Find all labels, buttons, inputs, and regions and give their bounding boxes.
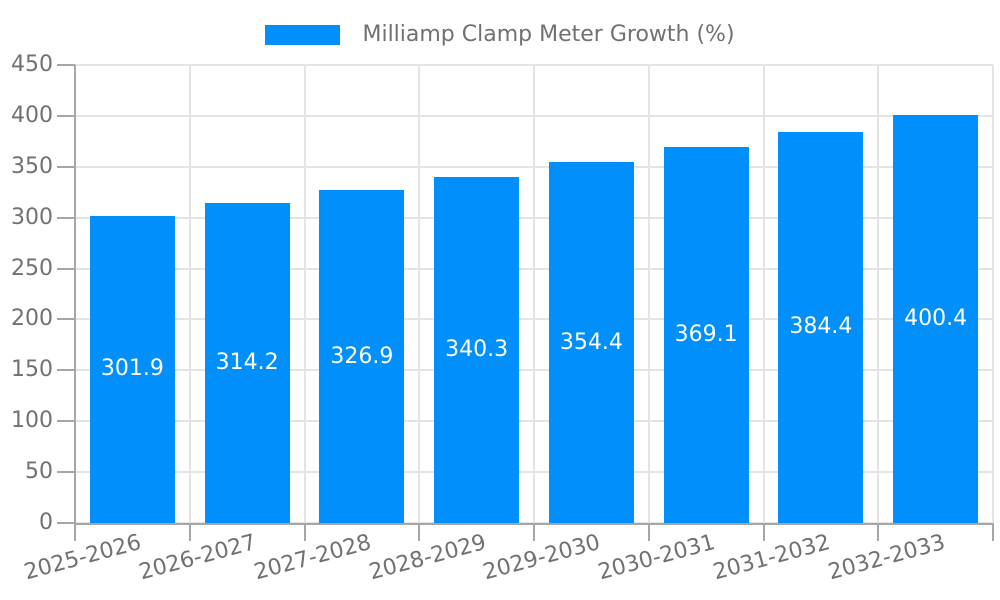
x-gridline	[418, 65, 421, 523]
x-gridline	[647, 65, 650, 523]
y-tick-label: 450	[11, 52, 53, 77]
bar: 369.1	[663, 147, 749, 523]
bar: 400.4	[893, 115, 979, 523]
y-tick	[57, 471, 75, 474]
y-tick-label: 400	[11, 102, 53, 128]
x-tick	[877, 523, 880, 541]
x-gridline	[303, 65, 306, 523]
x-tick-label: 2032-2033	[825, 530, 948, 586]
x-tick-label: 2026-2027	[136, 530, 260, 586]
bar-value-label: 301.9	[100, 356, 164, 382]
y-tick	[57, 318, 75, 321]
x-axis-line	[74, 523, 994, 525]
legend-swatch	[265, 25, 341, 45]
y-tick-label: 200	[11, 306, 53, 332]
y-tick-label: 350	[11, 153, 53, 179]
y-tick-label: 100	[11, 408, 53, 434]
bar: 340.3	[434, 176, 520, 523]
x-gridline	[188, 65, 191, 523]
y-tick-label: 150	[11, 357, 53, 383]
bar: 301.9	[89, 215, 175, 523]
legend: Milliamp Clamp Meter Growth (%)	[0, 22, 1000, 48]
bar-value-label: 400.4	[904, 306, 968, 332]
x-tick	[303, 523, 306, 541]
y-tick	[57, 267, 75, 270]
bar-value-label: 314.2	[215, 350, 279, 376]
x-gridline	[992, 65, 994, 523]
y-tick-label: 250	[11, 255, 53, 281]
y-axis-line	[74, 65, 76, 524]
bar: 384.4	[778, 131, 864, 523]
x-tick-label: 2029-2030	[481, 530, 604, 586]
y-tick-label: 0	[39, 510, 53, 535]
y-tick	[57, 114, 75, 117]
x-tick	[188, 523, 191, 541]
y-tick	[57, 64, 75, 66]
x-tick	[647, 523, 650, 541]
x-tick	[74, 523, 76, 541]
y-tick	[57, 420, 75, 423]
bar-value-label: 354.4	[559, 329, 623, 355]
bar-value-label: 369.1	[674, 322, 738, 348]
x-tick	[992, 523, 994, 541]
y-tick	[57, 522, 75, 524]
x-tick	[762, 523, 765, 541]
y-tick	[57, 369, 75, 372]
x-tick-label: 2028-2029	[366, 530, 489, 586]
legend-label: Milliamp Clamp Meter Growth (%)	[362, 22, 735, 47]
x-gridline	[762, 65, 765, 523]
bar: 326.9	[319, 190, 405, 523]
y-tick-label: 50	[25, 459, 53, 485]
x-tick	[533, 523, 535, 541]
bar-value-label: 326.9	[330, 343, 394, 369]
bar-value-label: 384.4	[789, 314, 853, 340]
y-tick	[57, 216, 75, 219]
x-tick-label: 2030-2031	[595, 530, 719, 586]
y-tick	[57, 165, 75, 168]
x-tick-label: 2025-2026	[22, 530, 145, 586]
y-tick-label: 300	[11, 204, 53, 230]
x-gridline	[877, 65, 880, 523]
x-gridline	[533, 65, 535, 523]
x-tick-label: 2027-2028	[251, 530, 374, 586]
x-tick	[418, 523, 421, 541]
bar: 354.4	[548, 162, 634, 523]
x-tick-label: 2031-2032	[710, 530, 833, 586]
bar-value-label: 340.3	[445, 336, 509, 362]
bar: 314.2	[204, 203, 290, 523]
